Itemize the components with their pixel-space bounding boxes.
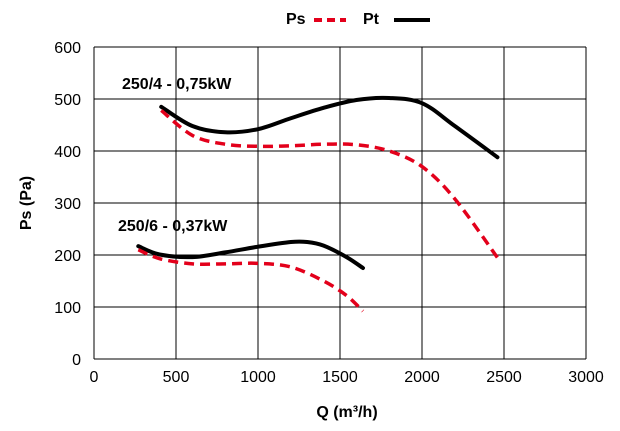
y-tick-label: 0 — [72, 352, 81, 369]
series-line-pt-250-4 — [159, 95, 500, 160]
series-line-ps-250-6 — [137, 248, 365, 313]
grid — [93, 46, 587, 360]
y-tick-label: 500 — [54, 92, 81, 109]
x-axis-title: Q (m³/h) — [316, 404, 377, 421]
x-tick-label: 0 — [90, 369, 99, 386]
curve-annotation-250-6: 250/6 - 0,37kW — [118, 218, 228, 235]
y-axis-title: Ps (Pa) — [18, 176, 35, 230]
x-tick-label: 1000 — [240, 369, 276, 386]
y-tick-label: 300 — [54, 196, 81, 213]
curve-annotation-250-4: 250/4 - 0,75kW — [122, 76, 232, 93]
series-line-ps-250-4 — [160, 109, 499, 259]
x-tick-label: 1500 — [322, 369, 358, 386]
series-line-pt-250-6 — [136, 239, 365, 270]
y-tick-label: 400 — [54, 144, 81, 161]
annotations: 250/4 - 0,75kW 250/6 - 0,37kW — [118, 76, 232, 235]
y-tick-label: 200 — [54, 248, 81, 265]
y-tick-label: 600 — [54, 40, 81, 57]
axis-titles: Q (m³/h) Ps (Pa) — [18, 176, 378, 421]
x-tick-label: 2000 — [404, 369, 440, 386]
legend-label-ps: Ps — [286, 11, 306, 28]
x-tick-label: 2500 — [486, 369, 522, 386]
y-tick-label: 100 — [54, 300, 81, 317]
x-tick-label: 500 — [163, 369, 190, 386]
x-tick-label: 3000 — [568, 369, 604, 386]
tick-labels: 0 500 1000 1500 2000 2500 3000 0 100 200 300 400 500… — [54, 40, 604, 386]
series-group — [136, 95, 500, 313]
legend: Ps Pt — [286, 11, 430, 28]
legend-label-pt: Pt — [363, 11, 380, 28]
